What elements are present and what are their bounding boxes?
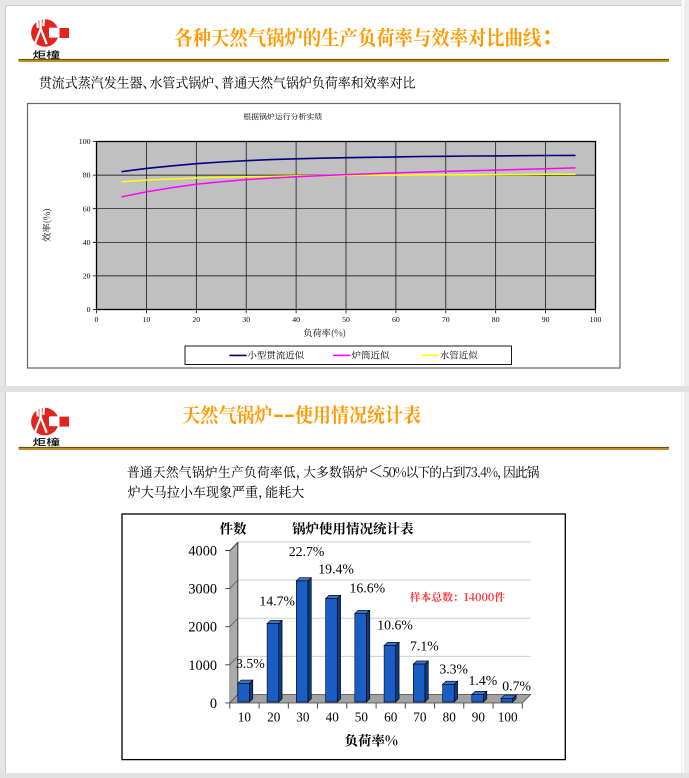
svg-text:0: 0 [87, 305, 91, 314]
svg-text:1.4%: 1.4% [469, 673, 498, 688]
svg-text:60: 60 [384, 710, 398, 725]
svg-text:60: 60 [392, 315, 400, 324]
svg-text:90: 90 [472, 710, 486, 725]
svg-text:100: 100 [79, 137, 91, 146]
svg-text:0: 0 [95, 315, 99, 324]
svg-text:16.6%: 16.6% [349, 580, 385, 595]
svg-text:70: 70 [413, 710, 427, 725]
svg-text:1000: 1000 [188, 658, 217, 674]
svg-text:20: 20 [83, 272, 91, 281]
svg-text:10: 10 [143, 315, 151, 324]
svg-text:30: 30 [242, 315, 250, 324]
svg-text:90: 90 [542, 315, 550, 324]
svg-text:4000: 4000 [188, 544, 217, 560]
svg-text:7.1%: 7.1% [410, 638, 439, 653]
svg-text:0.7%: 0.7% [502, 678, 531, 693]
svg-text:22.7%: 22.7% [289, 544, 325, 559]
svg-text:3.5%: 3.5% [236, 656, 265, 671]
svg-text:40: 40 [292, 315, 300, 324]
svg-text:50: 50 [342, 315, 350, 324]
svg-text:50: 50 [355, 710, 369, 725]
svg-text:100: 100 [590, 315, 602, 324]
svg-text:20: 20 [267, 710, 281, 725]
svg-text:80: 80 [83, 171, 91, 180]
svg-text:20: 20 [192, 315, 200, 324]
svg-text:19.4%: 19.4% [318, 562, 354, 577]
svg-text:100: 100 [498, 710, 518, 725]
svg-text:40: 40 [326, 710, 340, 725]
svg-text:80: 80 [492, 315, 500, 324]
svg-text:3.3%: 3.3% [439, 662, 468, 677]
svg-text:40: 40 [83, 238, 91, 247]
svg-text:0: 0 [210, 696, 217, 712]
svg-text:80: 80 [443, 710, 457, 725]
svg-text:14.7%: 14.7% [259, 594, 295, 609]
svg-text:2000: 2000 [188, 620, 217, 636]
svg-text:10.6%: 10.6% [377, 618, 413, 633]
svg-text:70: 70 [442, 315, 450, 324]
svg-text:10: 10 [238, 710, 252, 725]
svg-text:3000: 3000 [188, 582, 217, 598]
svg-text:60: 60 [83, 204, 91, 213]
svg-text:30: 30 [296, 710, 310, 725]
